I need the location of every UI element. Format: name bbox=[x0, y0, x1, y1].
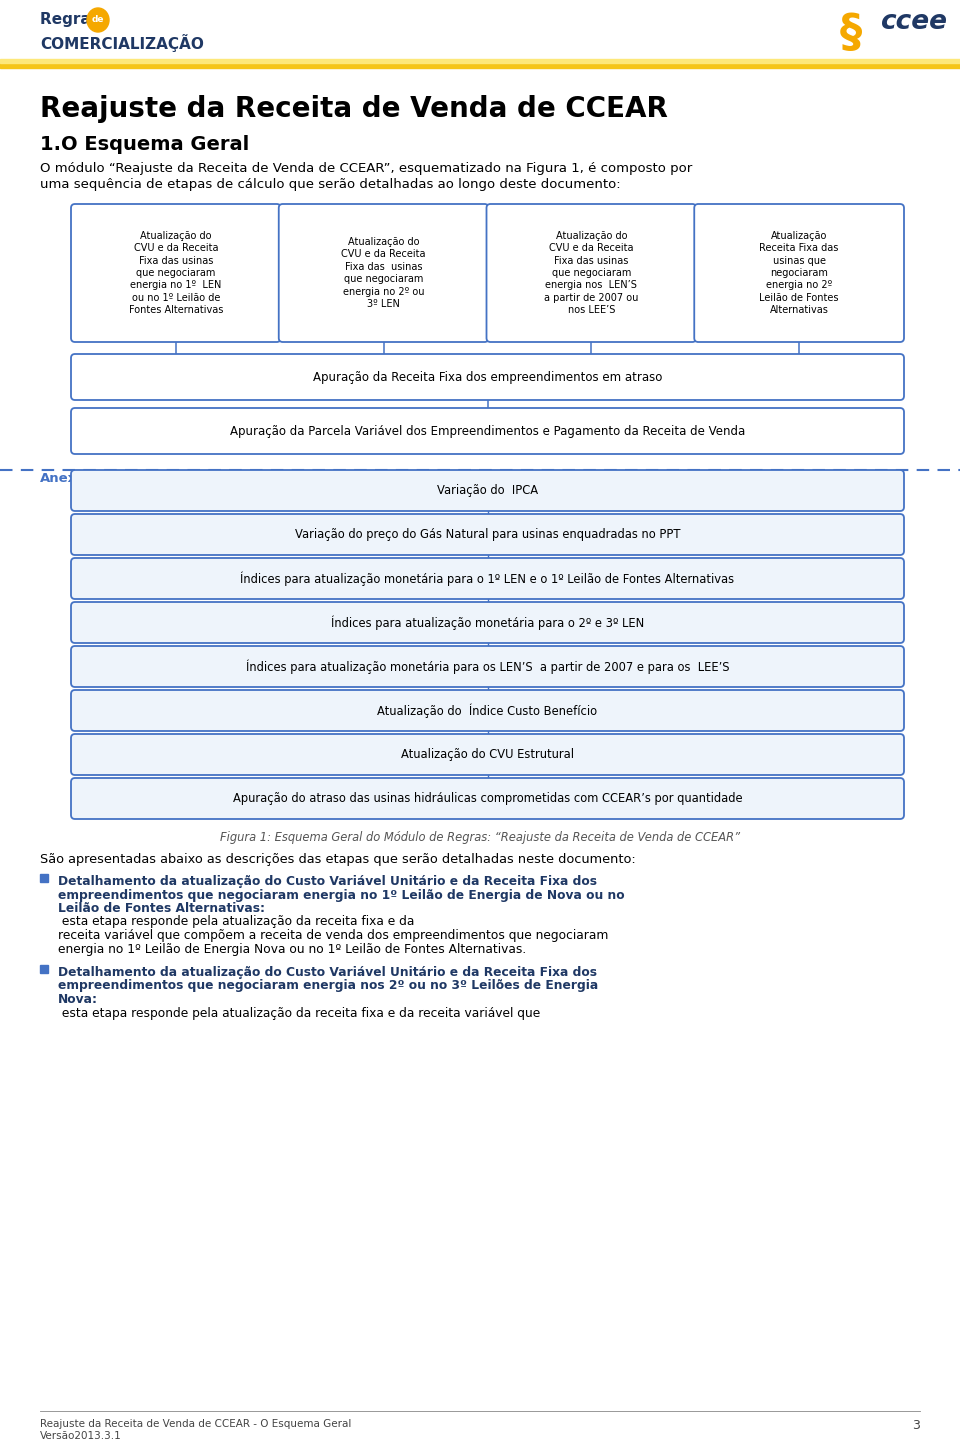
Text: Nova:: Nova: bbox=[58, 993, 98, 1006]
FancyBboxPatch shape bbox=[487, 204, 696, 341]
Text: São apresentadas abaixo as descrições das etapas que serão detalhadas neste docu: São apresentadas abaixo as descrições da… bbox=[40, 852, 636, 865]
Text: Índices para atualização monetária para o 1º LEN e o 1º Leilão de Fontes Alterna: Índices para atualização monetária para … bbox=[240, 572, 734, 586]
Text: Atualização do
CVU e da Receita
Fixa das  usinas
que negociaram
energia no 2º ou: Atualização do CVU e da Receita Fixa das… bbox=[342, 237, 426, 310]
FancyBboxPatch shape bbox=[71, 690, 904, 731]
Text: Variação do  IPCA: Variação do IPCA bbox=[437, 483, 538, 496]
Text: Leilão de Fontes Alternativas:: Leilão de Fontes Alternativas: bbox=[58, 901, 265, 915]
Text: 1.O Esquema Geral: 1.O Esquema Geral bbox=[40, 135, 250, 153]
Text: Atualização do  Índice Custo Benefício: Atualização do Índice Custo Benefício bbox=[377, 703, 597, 718]
FancyBboxPatch shape bbox=[71, 778, 904, 819]
FancyBboxPatch shape bbox=[71, 734, 904, 776]
Text: Versão2013.3.1: Versão2013.3.1 bbox=[40, 1431, 122, 1441]
Text: Apuração do atraso das usinas hidráulicas comprometidas com CCEAR’s por quantida: Apuração do atraso das usinas hidráulica… bbox=[232, 792, 742, 805]
Text: uma sequência de etapas de cálculo que serão detalhadas ao longo deste documento: uma sequência de etapas de cálculo que s… bbox=[40, 178, 620, 191]
Text: Reajuste da Receita de Venda de CCEAR - O Esquema Geral: Reajuste da Receita de Venda de CCEAR - … bbox=[40, 1420, 351, 1430]
FancyBboxPatch shape bbox=[71, 470, 904, 511]
Text: Atualização do
CVU e da Receita
Fixa das usinas
que negociaram
energia no 1º  LE: Atualização do CVU e da Receita Fixa das… bbox=[129, 232, 223, 315]
Bar bbox=[40, 965, 48, 972]
FancyBboxPatch shape bbox=[71, 645, 904, 687]
Text: O módulo “Reajuste da Receita de Venda de CCEAR”, esquematizado na Figura 1, é c: O módulo “Reajuste da Receita de Venda d… bbox=[40, 162, 692, 175]
Text: Figura 1: Esquema Geral do Módulo de Regras: “Reajuste da Receita de Venda de CC: Figura 1: Esquema Geral do Módulo de Reg… bbox=[220, 831, 740, 844]
FancyBboxPatch shape bbox=[71, 204, 280, 341]
Text: energia no 1º Leilão de Energia Nova ou no 1º Leilão de Fontes Alternativas.: energia no 1º Leilão de Energia Nova ou … bbox=[58, 942, 526, 955]
Ellipse shape bbox=[87, 9, 109, 32]
FancyBboxPatch shape bbox=[71, 514, 904, 556]
Text: COMERCIALIZAÇÃO: COMERCIALIZAÇÃO bbox=[40, 33, 204, 52]
Text: ccee: ccee bbox=[880, 9, 947, 35]
Text: de: de bbox=[92, 16, 105, 25]
Text: receita variável que compõem a receita de venda dos empreendimentos que negociar: receita variável que compõem a receita d… bbox=[58, 929, 609, 942]
FancyBboxPatch shape bbox=[71, 355, 904, 399]
Text: empreendimentos que negociaram energia no 1º Leilão de Energia de Nova ou no: empreendimentos que negociaram energia n… bbox=[58, 888, 625, 901]
Text: Anexos: Anexos bbox=[40, 472, 94, 485]
Text: empreendimentos que negociaram energia nos 2º ou no 3º Leilões de Energia: empreendimentos que negociaram energia n… bbox=[58, 980, 598, 993]
Text: Índices para atualização monetária para o 2º e 3º LEN: Índices para atualização monetária para … bbox=[331, 615, 644, 629]
Bar bbox=[0, 59, 960, 64]
Bar bbox=[40, 874, 48, 883]
Text: Atualização
Receita Fixa das
usinas que
negociaram
energia no 2º
Leilão de Fonte: Atualização Receita Fixa das usinas que … bbox=[759, 232, 839, 315]
Text: Atualização do CVU Estrutural: Atualização do CVU Estrutural bbox=[401, 748, 574, 761]
Text: esta etapa responde pela atualização da receita fixa e da receita variável que: esta etapa responde pela atualização da … bbox=[58, 1007, 540, 1020]
FancyBboxPatch shape bbox=[71, 408, 904, 454]
FancyBboxPatch shape bbox=[278, 204, 489, 341]
Text: §: § bbox=[840, 12, 862, 55]
Text: Regras: Regras bbox=[40, 12, 105, 27]
Text: Reajuste da Receita de Venda de CCEAR: Reajuste da Receita de Venda de CCEAR bbox=[40, 96, 668, 123]
Text: Detalhamento da atualização do Custo Variável Unitário e da Receita Fixa dos: Detalhamento da atualização do Custo Var… bbox=[58, 875, 597, 888]
Text: Apuração da Receita Fixa dos empreendimentos em atraso: Apuração da Receita Fixa dos empreendime… bbox=[313, 370, 662, 383]
FancyBboxPatch shape bbox=[71, 559, 904, 599]
FancyBboxPatch shape bbox=[71, 602, 904, 642]
Bar bbox=[0, 61, 960, 68]
FancyBboxPatch shape bbox=[694, 204, 904, 341]
Text: Atualização do
CVU e da Receita
Fixa das usinas
que negociaram
energia nos  LEN’: Atualização do CVU e da Receita Fixa das… bbox=[544, 232, 638, 315]
Text: 3: 3 bbox=[912, 1420, 920, 1433]
Text: Detalhamento da atualização do Custo Variável Unitário e da Receita Fixa dos: Detalhamento da atualização do Custo Var… bbox=[58, 967, 597, 980]
Text: Índices para atualização monetária para os LEN’S  a partir de 2007 e para os  LE: Índices para atualização monetária para … bbox=[246, 660, 730, 674]
Text: esta etapa responde pela atualização da receita fixa e da: esta etapa responde pela atualização da … bbox=[58, 916, 415, 929]
Text: Variação do preço do Gás Natural para usinas enquadradas no PPT: Variação do preço do Gás Natural para us… bbox=[295, 528, 681, 541]
Text: Apuração da Parcela Variável dos Empreendimentos e Pagamento da Receita de Venda: Apuração da Parcela Variável dos Empreen… bbox=[229, 424, 745, 437]
